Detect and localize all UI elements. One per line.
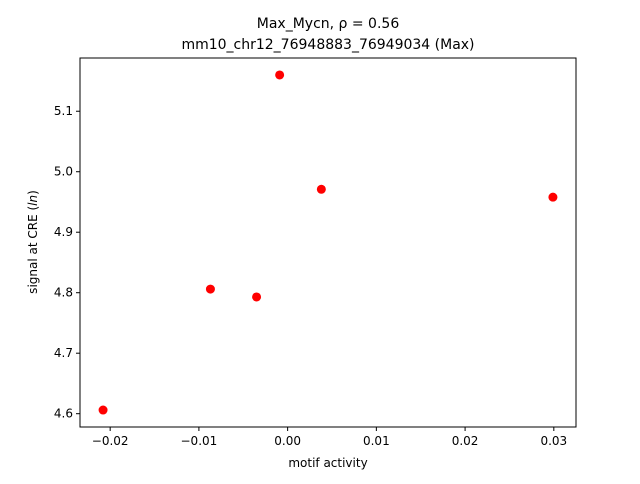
chart-title-line-2: mm10_chr12_76948883_76949034 (Max) [181,37,474,53]
data-point [548,192,558,202]
y-tick-label: 5.0 [54,165,73,179]
y-tick-label: 4.8 [54,286,73,300]
x-axis-ticks: −0.02 −0.01 0.00 0.01 0.02 0.03 [92,427,567,448]
x-tick-label: 0.01 [363,434,390,448]
y-tick-label: 4.9 [54,225,73,239]
data-point [275,70,285,80]
x-tick-label: −0.02 [92,434,129,448]
x-tick-label: 0.03 [540,434,567,448]
x-tick-label: −0.01 [181,434,218,448]
y-tick-label: 4.7 [54,346,73,360]
data-point [316,184,326,194]
data-point [205,284,215,294]
data-point [252,292,262,302]
data-points [98,70,558,415]
x-tick-label: 0.00 [274,434,301,448]
data-point [98,405,108,415]
chart-title-line-1: Max_Mycn, ρ = 0.56 [257,16,400,32]
y-axis-ticks: 4.6 4.7 4.8 4.9 5.0 5.1 [54,104,80,421]
x-axis-label: motif activity [288,456,367,470]
y-tick-label: 5.1 [54,104,73,118]
x-tick-label: 0.02 [452,434,479,448]
y-axis-label: signal at CRE (ln) [26,190,40,294]
plot-frame [79,57,577,428]
y-tick-label: 4.6 [54,407,73,421]
